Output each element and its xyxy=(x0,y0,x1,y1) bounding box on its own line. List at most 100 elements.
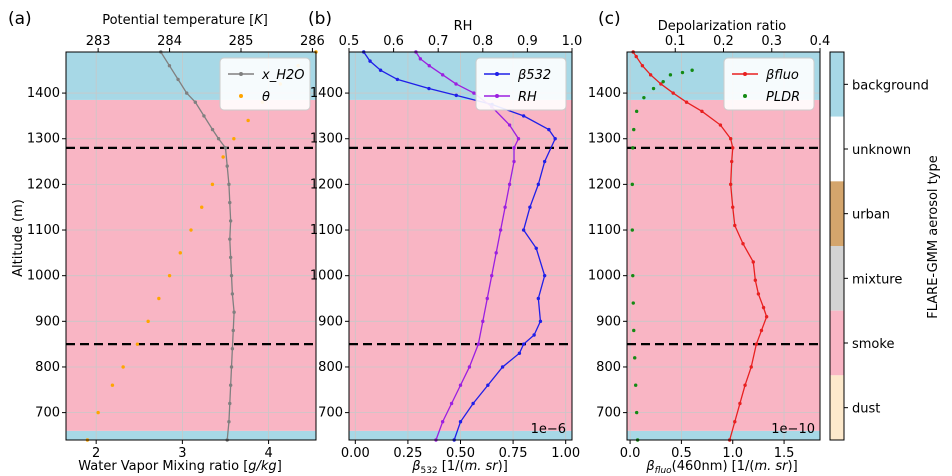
legend-marker xyxy=(743,94,747,98)
series-point xyxy=(472,91,476,95)
y-tick-label: 1100 xyxy=(310,223,343,238)
series-point xyxy=(634,410,639,415)
y-tick-label: 1300 xyxy=(27,132,60,147)
colorbar-segment-dust xyxy=(830,375,844,440)
series-point xyxy=(485,296,489,301)
x-tick-label: 0.75 xyxy=(499,446,528,461)
panel-c: 0.0 0.5 1.0 1.5 0.1 0.2 0.3 0.4 700 800 900 1000 110… xyxy=(588,34,830,461)
series-point xyxy=(684,100,689,104)
y-tick-label: 1100 xyxy=(588,223,621,238)
colorbar-class-label: mixture xyxy=(852,272,902,287)
y-tick-label: 1400 xyxy=(588,86,621,101)
series-point xyxy=(167,63,172,68)
panel-label-c: (c) xyxy=(598,9,621,29)
colorbar-frame xyxy=(829,51,845,441)
panel-a: 2 3 4 283 284 285 286 700 800 900 1000 1100 1200 1300… xyxy=(27,34,325,461)
x-tick-label: 0.50 xyxy=(446,446,475,461)
series-point xyxy=(700,109,704,114)
legend: β532 RH xyxy=(475,57,567,111)
y-tick-label: 700 xyxy=(596,406,621,421)
series-point xyxy=(189,228,193,232)
legend-label: PLDR xyxy=(766,90,800,105)
colorbar-class-label: dust xyxy=(852,402,880,417)
panel-a-top-axis-label: Potential temperature [K] xyxy=(102,13,268,28)
series-point xyxy=(532,333,536,337)
series-point xyxy=(229,273,234,278)
series-point xyxy=(659,82,663,86)
x2-tick-label: 0.7 xyxy=(428,34,449,49)
x2-tick-label: 286 xyxy=(300,34,325,49)
series-point xyxy=(178,251,182,255)
series-point xyxy=(230,347,235,351)
series-point xyxy=(481,319,485,324)
x-tick-label: 1.5 xyxy=(774,446,795,461)
series-point xyxy=(440,73,445,77)
series-point xyxy=(378,68,383,72)
x2-tick-label: 0.6 xyxy=(383,34,404,49)
x2-tick-label: 284 xyxy=(157,34,182,49)
series-point xyxy=(538,319,543,324)
panel-c-bottom-axis-label: βfluo(460nm) [1/(m. sr)] xyxy=(645,459,797,476)
series-point xyxy=(176,77,180,82)
series-point xyxy=(733,223,737,228)
series-point xyxy=(521,342,526,346)
legend-marker xyxy=(495,72,499,76)
x2-tick-label: 0.2 xyxy=(713,34,734,49)
y-tick-label: 1400 xyxy=(27,86,60,101)
colorbar-class-label: unknown xyxy=(852,143,911,158)
series-point xyxy=(368,59,372,63)
y-tick-label: 700 xyxy=(35,406,60,421)
series-point xyxy=(690,68,694,72)
series-point xyxy=(634,54,638,59)
series-point xyxy=(631,273,635,278)
series-point xyxy=(553,137,557,141)
legend-label: RH xyxy=(518,90,537,105)
legend-label: θ xyxy=(262,90,270,105)
series-point xyxy=(536,296,541,301)
series-point xyxy=(753,278,758,282)
series-point xyxy=(440,420,445,424)
colorbar-segment-background xyxy=(830,52,844,117)
x2-tick-label: 1.0 xyxy=(562,34,583,49)
x-tick-label: 0.00 xyxy=(341,446,370,461)
panel-label-a: (a) xyxy=(8,9,32,29)
series-point xyxy=(449,401,454,406)
series-point xyxy=(167,273,172,278)
y-tick-label: 1300 xyxy=(588,132,621,147)
colorbar-segment-mixture xyxy=(830,246,844,311)
series-point xyxy=(184,91,189,95)
series-point xyxy=(764,315,769,319)
series-point xyxy=(756,292,761,296)
panel-label-b: (b) xyxy=(308,9,332,29)
legend-marker xyxy=(495,94,499,98)
x-tick-label: 2 xyxy=(92,446,100,461)
y-tick-label: 1200 xyxy=(27,177,60,192)
series-point xyxy=(634,109,639,114)
panel-b: 0.00 0.25 0.50 0.75 1.00 0.5 0.6 0.7 0.8 0.9 1.0 70… xyxy=(310,34,582,461)
series-point xyxy=(230,292,235,296)
x2-tick-label: 0.8 xyxy=(472,34,493,49)
series-point xyxy=(228,401,232,406)
panel-b-scale-note: 1e−6 xyxy=(531,422,566,437)
series-point xyxy=(157,296,161,301)
series-point xyxy=(228,237,232,241)
x-tick-label: 0.0 xyxy=(620,446,641,461)
series-point xyxy=(631,301,635,305)
series-point xyxy=(521,228,526,232)
series-point xyxy=(733,420,737,424)
legend-label: β532 xyxy=(517,68,551,83)
y-tick-label: 700 xyxy=(318,406,343,421)
x-tick-label: 4 xyxy=(264,446,272,461)
series-point xyxy=(642,95,646,100)
y-tick-label: 1000 xyxy=(310,269,343,284)
series-point xyxy=(542,159,547,164)
layer-smoke xyxy=(627,99,820,431)
y-tick-label: 800 xyxy=(318,360,343,375)
x2-tick-label: 0.3 xyxy=(761,34,782,49)
x2-tick-label: 0.9 xyxy=(517,34,538,49)
colorbar-label: FLARE-GMM aerosol type xyxy=(926,155,941,318)
x2-tick-label: 283 xyxy=(86,34,111,49)
series-point xyxy=(231,328,235,333)
series-point xyxy=(507,182,512,187)
